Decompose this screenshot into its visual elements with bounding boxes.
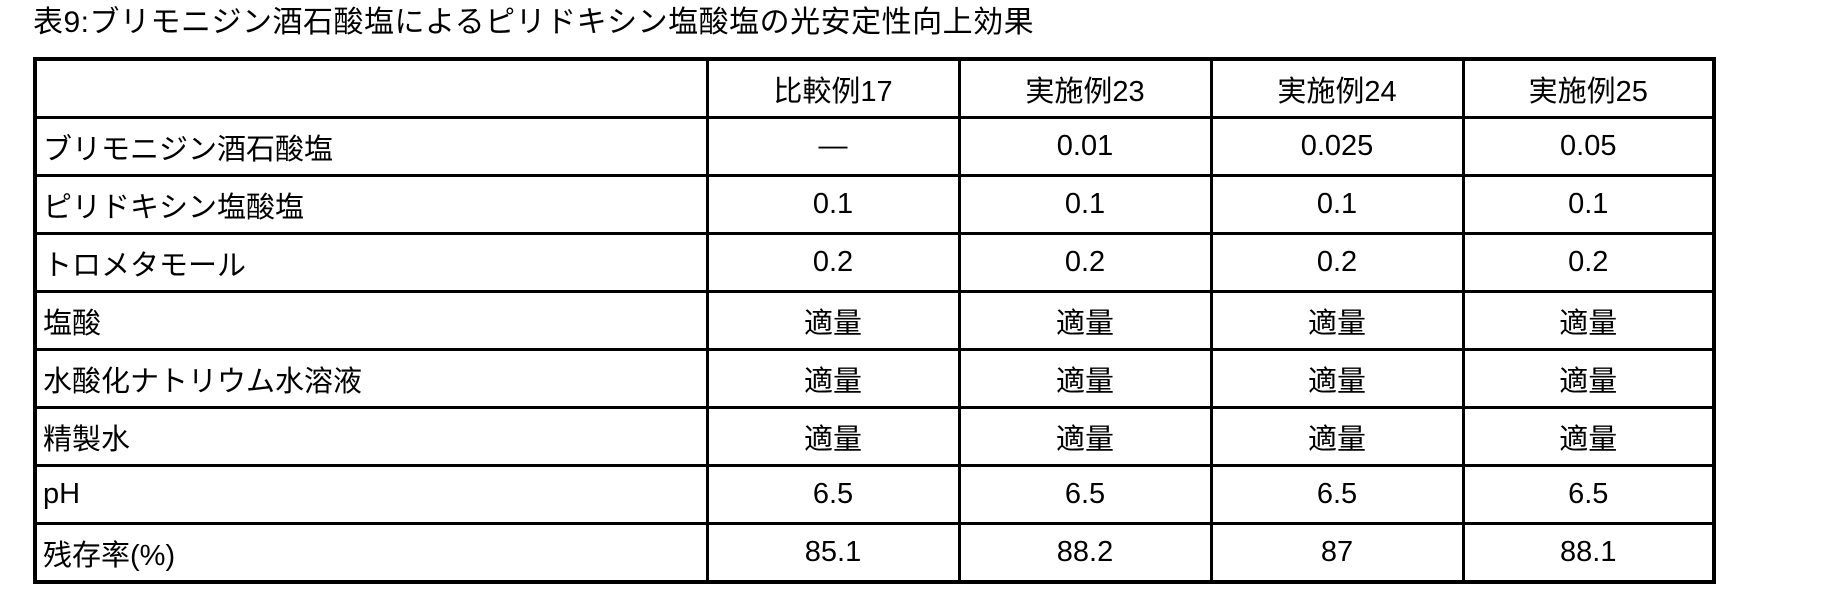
table-cell: 0.01 <box>957 116 1213 177</box>
table-row: トロメタモール 0.2 0.2 0.2 0.2 <box>33 232 1716 293</box>
table-cell: 87 <box>1209 522 1465 584</box>
table-cell: 適量 <box>1209 348 1465 409</box>
row-label: 残存率(%) <box>33 522 709 584</box>
table-row: ピリドキシン塩酸塩 0.1 0.1 0.1 0.1 <box>33 174 1716 235</box>
table-cell: 適量 <box>1461 348 1716 409</box>
table-cell: 適量 <box>1461 290 1716 351</box>
table-row: 水酸化ナトリウム水溶液 適量 適量 適量 適量 <box>33 348 1716 409</box>
table-cell: 85.1 <box>705 522 961 584</box>
table-cell: 0.1 <box>1209 174 1465 235</box>
table-cell: 適量 <box>957 348 1213 409</box>
table-cell: 0.1 <box>957 174 1213 235</box>
table-cell: 適量 <box>1209 406 1465 467</box>
table-cell: 0.025 <box>1209 116 1465 177</box>
column-header: 比較例17 <box>705 57 961 119</box>
table-cell: 適量 <box>705 406 961 467</box>
column-header-blank <box>33 57 709 119</box>
table-cell: 6.5 <box>1209 464 1465 525</box>
table-cell: — <box>705 116 961 177</box>
table-cell: 6.5 <box>1461 464 1716 525</box>
row-label: pH <box>33 464 709 525</box>
table-row: pH 6.5 6.5 6.5 6.5 <box>33 464 1716 525</box>
column-header: 実施例25 <box>1461 57 1716 119</box>
column-header: 実施例23 <box>957 57 1213 119</box>
table-cell: 0.2 <box>957 232 1213 293</box>
row-label: 精製水 <box>33 406 709 467</box>
header-row: 比較例17 実施例23 実施例24 実施例25 <box>33 57 1716 119</box>
table-cell: 0.2 <box>1461 232 1716 293</box>
row-label: ピリドキシン塩酸塩 <box>33 174 709 235</box>
table-caption: 表9:ブリモニジン酒石酸塩によるピリドキシン塩酸塩の光安定性向上効果 <box>33 6 1035 39</box>
row-label: トロメタモール <box>33 232 709 293</box>
table-row: 残存率(%) 85.1 88.2 87 88.1 <box>33 522 1716 584</box>
row-label: ブリモニジン酒石酸塩 <box>33 116 709 177</box>
table-cell: 適量 <box>1209 290 1465 351</box>
column-header: 実施例24 <box>1209 57 1465 119</box>
table-cell: 0.2 <box>1209 232 1465 293</box>
table-cell: 6.5 <box>705 464 961 525</box>
table-cell: 適量 <box>957 290 1213 351</box>
table-cell: 適量 <box>1461 406 1716 467</box>
table-row: ブリモニジン酒石酸塩 — 0.01 0.025 0.05 <box>33 116 1716 177</box>
table-cell: 88.1 <box>1461 522 1716 584</box>
table-cell: 88.2 <box>957 522 1213 584</box>
table-cell: 0.05 <box>1461 116 1716 177</box>
table-cell: 適量 <box>957 406 1213 467</box>
table-cell: 0.2 <box>705 232 961 293</box>
table-cell: 0.1 <box>1461 174 1716 235</box>
table-row: 塩酸 適量 適量 適量 適量 <box>33 290 1716 351</box>
table-cell: 6.5 <box>957 464 1213 525</box>
row-label: 塩酸 <box>33 290 709 351</box>
formulation-table: 比較例17 実施例23 実施例24 実施例25 ブリモニジン酒石酸塩 — 0.0… <box>33 57 1716 584</box>
table-row: 精製水 適量 適量 適量 適量 <box>33 406 1716 467</box>
table-cell: 適量 <box>705 348 961 409</box>
row-label: 水酸化ナトリウム水溶液 <box>33 348 709 409</box>
table-cell: 適量 <box>705 290 961 351</box>
table-cell: 0.1 <box>705 174 961 235</box>
